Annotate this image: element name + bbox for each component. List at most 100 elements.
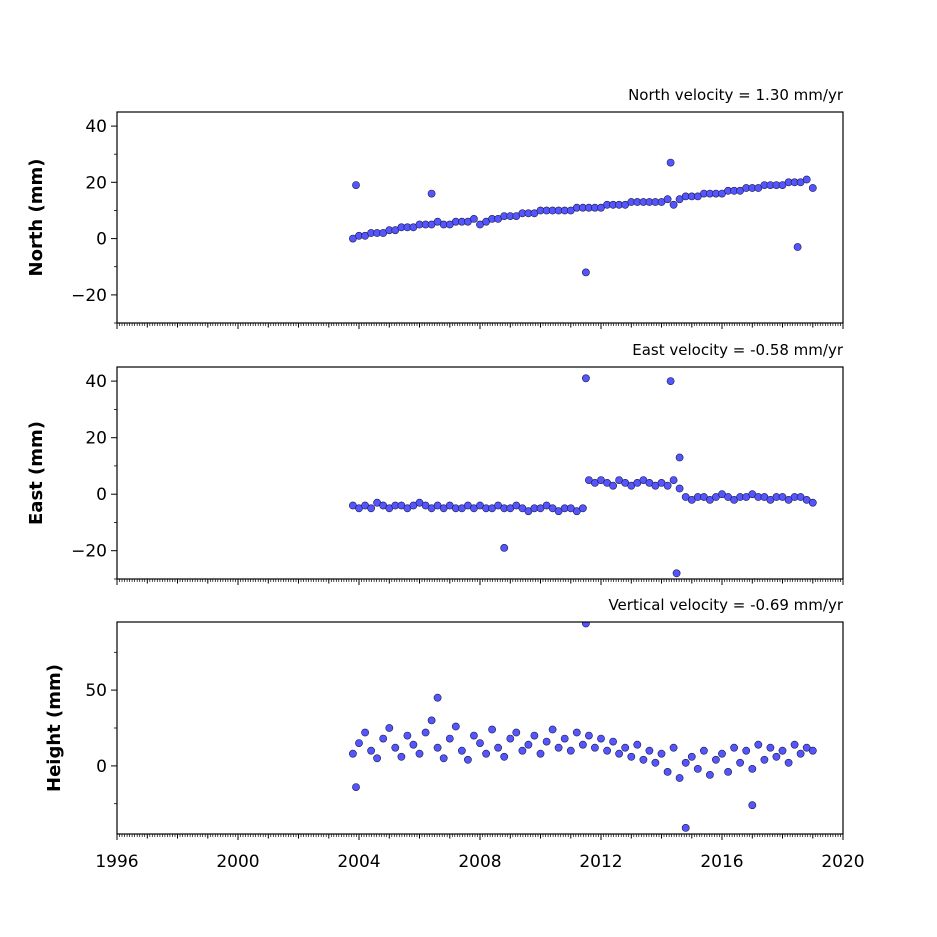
- y-tick-label: 40: [85, 117, 107, 137]
- data-point: [582, 268, 590, 277]
- x-tick-label: 2004: [337, 852, 380, 872]
- data-point: [506, 734, 515, 743]
- y-axis-ticks: [111, 380, 117, 580]
- x-axis-ticks: [116, 579, 844, 585]
- data-point: [663, 768, 672, 776]
- data-point: [469, 214, 478, 223]
- data-point: [784, 758, 793, 767]
- data-point: [494, 743, 502, 752]
- data-point: [748, 765, 757, 773]
- data-point: [808, 746, 817, 755]
- data-point: [579, 504, 587, 513]
- data-point: [463, 755, 472, 764]
- data-point: [352, 783, 360, 791]
- data-point: [603, 746, 611, 755]
- data-point: [585, 731, 593, 740]
- data-point: [663, 195, 672, 204]
- data-point: [645, 746, 654, 755]
- data-point: [355, 739, 363, 747]
- data-point: [439, 754, 448, 763]
- y-tick-label: −20: [71, 286, 107, 306]
- x-tick-label: 2012: [579, 852, 622, 872]
- data-point: [666, 377, 675, 385]
- x-tick-label: 2016: [700, 852, 743, 872]
- data-point: [669, 200, 678, 209]
- chart-panel-1: −20 0 20 40 North (mm) North velocity = 1.30 …: [26, 86, 844, 329]
- data-point: [651, 758, 660, 767]
- data-point: [718, 749, 726, 758]
- data-point: [433, 693, 442, 702]
- data-point: [518, 746, 527, 755]
- plot-frame: [116, 111, 844, 324]
- x-tick-label: 2008: [458, 852, 501, 872]
- y-tick-label: 20: [85, 429, 107, 449]
- data-point: [609, 737, 617, 746]
- data-point: [802, 743, 811, 752]
- data-point: [536, 749, 545, 758]
- data-point: [579, 740, 587, 749]
- x-axis-ticks: [116, 834, 844, 840]
- data-point: [657, 749, 666, 758]
- data-point: [427, 189, 436, 198]
- data-point: [675, 774, 684, 782]
- data-point: [621, 743, 630, 752]
- x-tick-label: 2020: [821, 852, 864, 872]
- data-point: [427, 716, 436, 725]
- data-point: [554, 743, 563, 752]
- y-axis-ticks: [111, 125, 117, 324]
- data-points: [348, 622, 817, 832]
- y-tick-label: 20: [85, 173, 107, 193]
- data-point: [760, 755, 769, 764]
- data-point: [730, 743, 738, 752]
- data-point: [675, 484, 684, 493]
- data-point: [409, 740, 418, 749]
- data-point: [524, 740, 533, 749]
- y-tick-label: 0: [96, 757, 107, 777]
- data-point: [415, 749, 424, 758]
- data-point: [675, 453, 684, 462]
- data-point: [724, 768, 732, 776]
- data-point: [457, 746, 466, 755]
- data-point: [766, 743, 775, 752]
- data-point: [385, 724, 394, 732]
- data-point: [796, 749, 805, 758]
- data-points: [348, 158, 817, 277]
- data-point: [736, 758, 744, 767]
- data-point: [367, 746, 375, 755]
- y-axis-label: East (mm): [26, 421, 47, 525]
- data-point: [706, 771, 714, 779]
- data-point: [476, 739, 484, 747]
- plot-frame: [116, 621, 844, 835]
- panel-title: North velocity = 1.30 mm/yr: [628, 86, 844, 104]
- data-point: [742, 746, 751, 755]
- data-point: [566, 746, 575, 755]
- plot-frame: [116, 366, 844, 580]
- data-point: [808, 184, 817, 192]
- y-tick-label: 50: [85, 681, 107, 701]
- data-point: [808, 498, 817, 507]
- data-point: [633, 740, 642, 749]
- data-point: [609, 481, 617, 490]
- data-point: [560, 734, 569, 743]
- data-point: [488, 725, 496, 734]
- data-point: [445, 734, 454, 743]
- data-point: [597, 734, 605, 743]
- data-point: [582, 622, 590, 628]
- data-point: [433, 743, 442, 752]
- data-point: [748, 801, 757, 810]
- data-point: [500, 544, 509, 552]
- data-point: [663, 481, 672, 490]
- x-tick-label: 1996: [95, 852, 138, 872]
- data-point: [542, 737, 551, 746]
- data-point: [790, 740, 799, 749]
- y-axis-label: North (mm): [26, 159, 47, 277]
- data-point: [500, 752, 509, 761]
- data-point: [397, 752, 406, 761]
- data-point: [802, 175, 811, 184]
- y-axis-label: Height (mm): [44, 664, 65, 792]
- data-point: [469, 731, 478, 740]
- data-point: [772, 752, 781, 761]
- data-point: [451, 722, 460, 731]
- y-tick-label: −20: [71, 542, 107, 562]
